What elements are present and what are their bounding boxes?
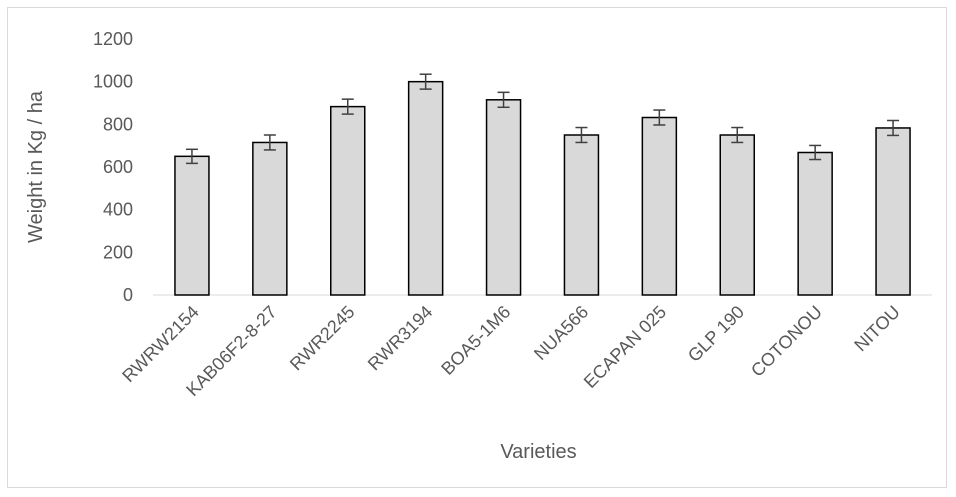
bar-chart: 0 200 400 600 800 1000 1200 RWRW2154KAB06F2-8-… [25,29,932,463]
x-axis-title: Varieties [500,441,576,463]
bar-nua566 [563,134,600,296]
bars-group [174,73,911,296]
y-tick-label: 800 [103,114,133,134]
x-tick-label: COTONOU [747,302,826,381]
bar-rwrw2154 [174,155,210,296]
y-tick-label: 600 [103,157,133,177]
bar-rwr2245 [330,105,366,296]
bar-cotonou [797,151,833,296]
bar-nitou [875,127,911,296]
x-tick-label: RWR3194 [364,302,437,375]
x-tick-label: ECAPAN 025 [580,302,670,392]
x-tick-label: RWRW2154 [118,302,202,386]
y-tick-label: 1200 [93,29,133,49]
bar-glp-190 [719,134,755,296]
y-tick-label: 400 [103,200,133,220]
bar-rwr3194 [407,80,444,296]
y-tick-label: 0 [123,285,133,305]
bar-kab06f2-8-27 [252,141,288,296]
x-tick-label: RWR2245 [286,302,359,375]
chart-area: 0 200 400 600 800 1000 1200 RWRW2154 KAB06F2-8-… [7,7,947,488]
y-axis-title: Weight in Kg / ha [25,90,47,243]
x-tick-label: NITOU [850,302,904,356]
x-tick-label: GLP 190 [684,302,748,366]
x-tick-label: NUA566 [530,302,592,364]
x-tick-label: BOA5-1M6 [437,302,514,379]
y-tick-label: 200 [103,242,133,262]
y-axis-ticks: 0 200 400 600 800 1000 1200 [93,29,133,305]
y-tick-label: 1000 [93,72,133,92]
bar-boa5-1m6 [485,99,522,296]
bar-ecapan-025 [641,116,678,296]
